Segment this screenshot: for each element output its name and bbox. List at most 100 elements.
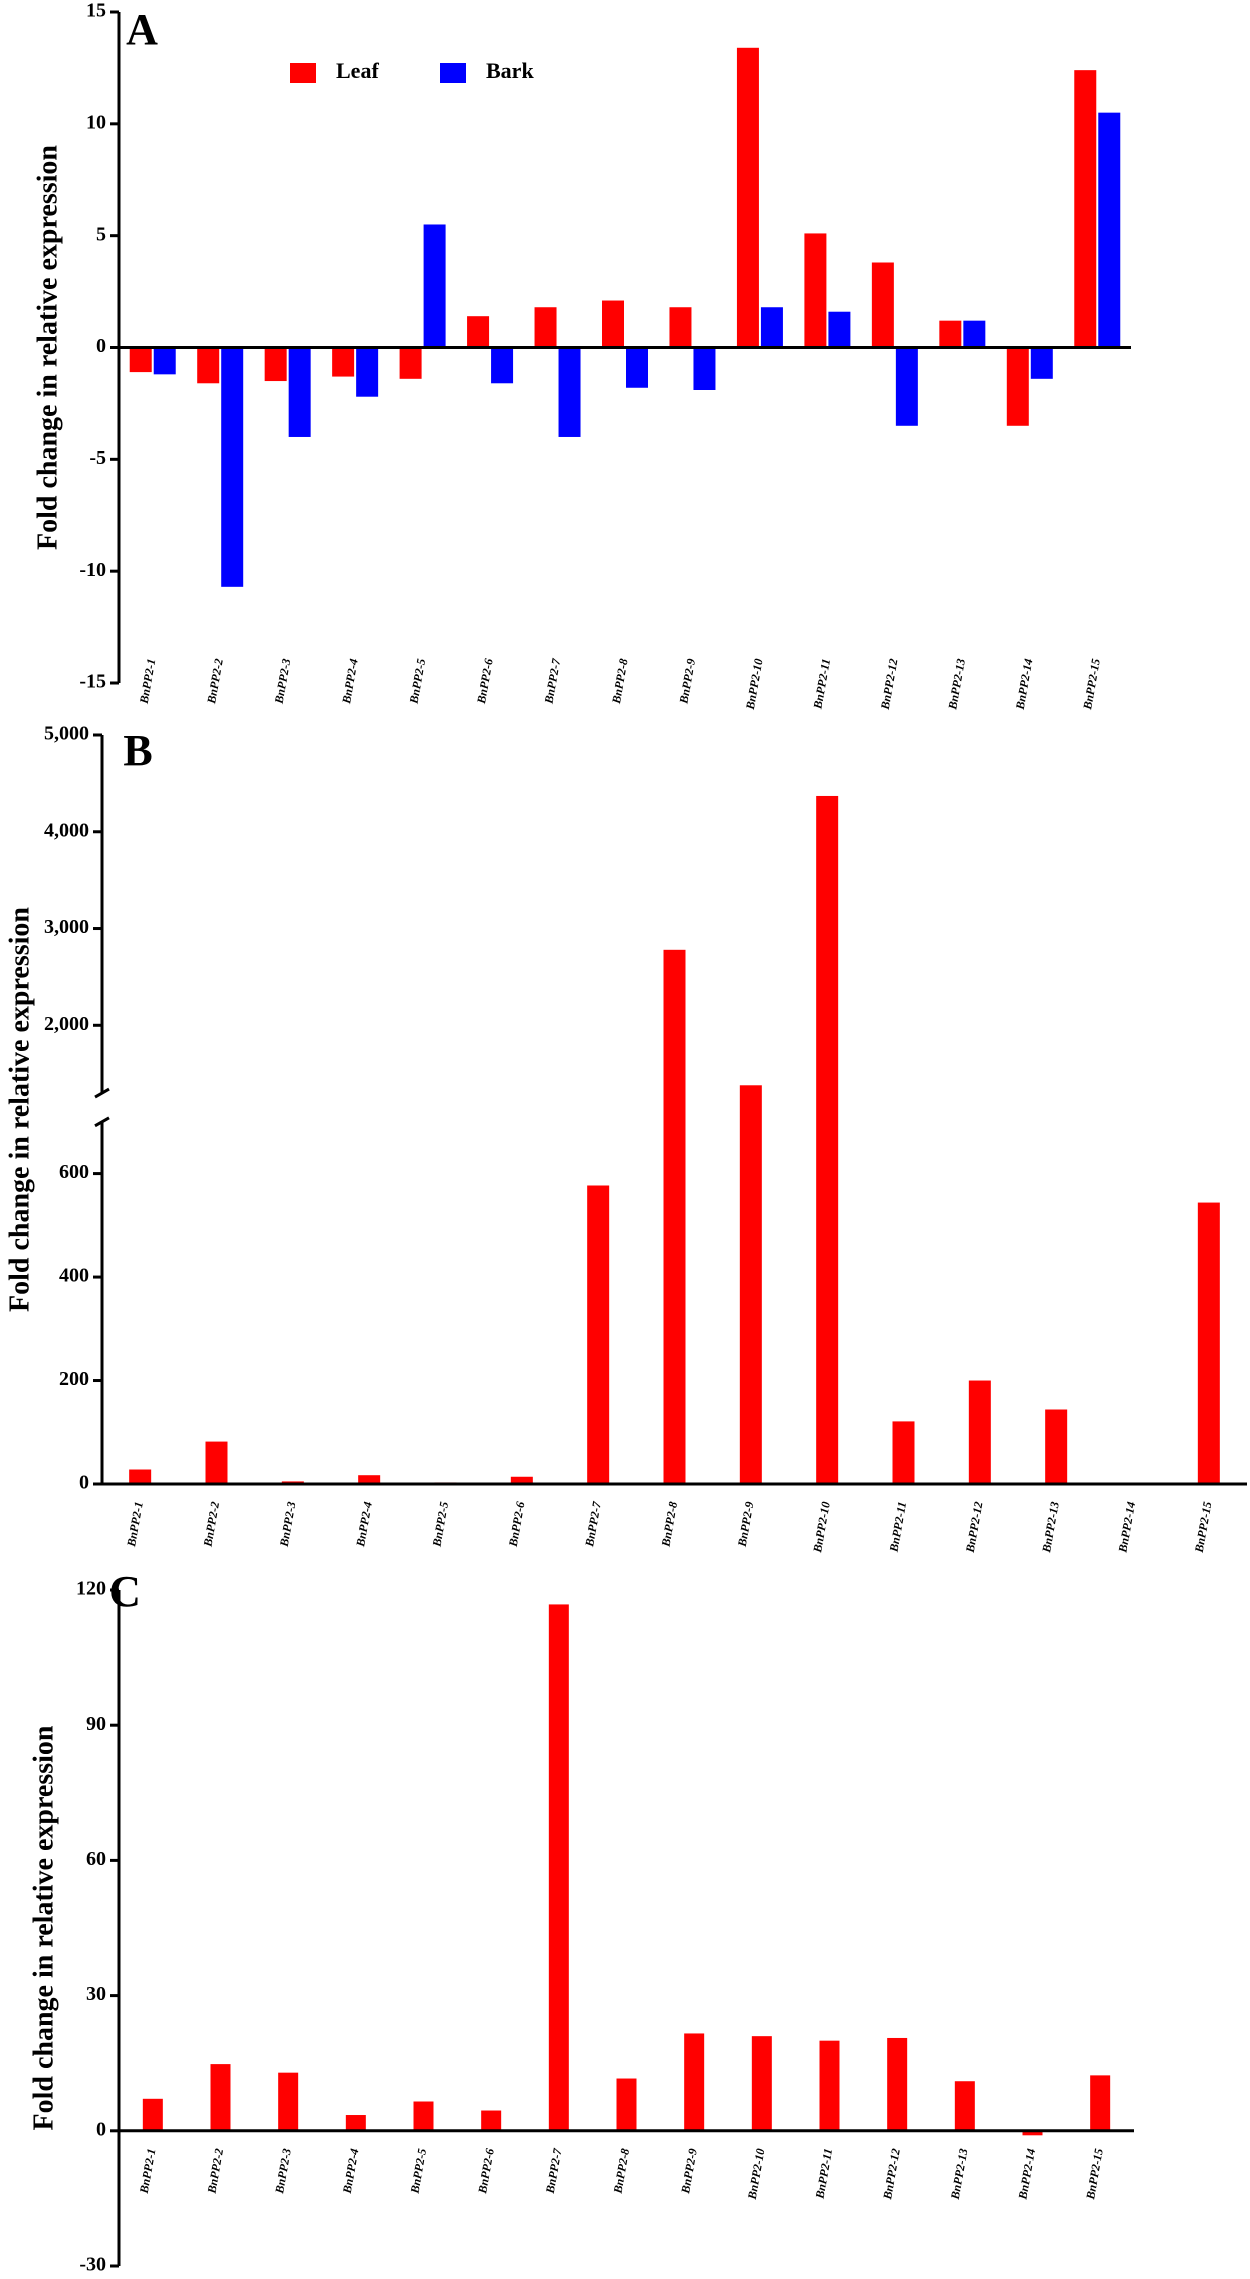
x-tick-label: BnPP2-1: [137, 2147, 159, 2195]
bar: [205, 1441, 228, 1484]
y-tick-label: 10: [86, 111, 106, 133]
x-tick-label: BnPP2-4: [339, 658, 361, 706]
axis-break: [94, 1087, 110, 1099]
legend-swatch: [440, 63, 466, 83]
panel-label: C: [109, 1567, 141, 1616]
bar: [1074, 70, 1097, 348]
x-tick-label: BnPP2-5: [406, 658, 428, 706]
bar: [816, 795, 839, 1484]
y-tick-label: 60: [86, 1848, 106, 1870]
y-tick-label: -10: [79, 559, 106, 581]
x-tick-label: BnPP2-15: [1080, 658, 1103, 712]
bar: [264, 347, 287, 382]
bar: [534, 307, 557, 348]
x-tick-label: BnPP2-3: [272, 2147, 294, 2195]
x-tick-label: BnPP2-2: [204, 2147, 226, 2195]
bar: [804, 233, 827, 348]
x-tick-label: BnPP2-6: [475, 2147, 497, 2195]
x-tick-label: BnPP2-8: [658, 1501, 680, 1549]
bar: [1197, 1202, 1220, 1484]
y-tick-label: -30: [79, 2254, 106, 2276]
x-tick-label: BnPP2-13: [1039, 1501, 1062, 1555]
bar: [197, 347, 220, 384]
bar: [626, 347, 648, 388]
bar: [332, 347, 355, 377]
bar: [153, 347, 176, 375]
bar: [828, 311, 851, 348]
x-tick-label: BnPP2-11: [812, 2147, 835, 2200]
legend-label: Leaf: [336, 58, 379, 83]
x-tick-label: BnPP2-12: [878, 658, 901, 712]
bar: [288, 347, 311, 437]
x-tick-label: BnPP2-4: [353, 1501, 375, 1549]
x-tick-label: BnPP2-9: [735, 1501, 757, 1549]
x-tick-label: BnPP2-13: [945, 658, 968, 712]
bar: [1090, 2075, 1111, 2131]
bar: [481, 2110, 502, 2131]
bar: [278, 2072, 299, 2131]
bar: [413, 2101, 434, 2131]
x-tick-label: BnPP2-12: [880, 2147, 903, 2201]
x-tick-label: BnPP2-11: [810, 658, 833, 711]
y-tick-label: -5: [89, 447, 106, 469]
bar: [345, 2115, 366, 2131]
bar: [491, 347, 514, 384]
bar: [129, 347, 152, 373]
x-tick-label: BnPP2-10: [743, 658, 766, 712]
panel-label: B: [123, 726, 152, 775]
x-tick-label: BnPP2-9: [676, 658, 698, 706]
y-axis-label: Fold change in relative expression: [28, 1725, 59, 2130]
bar: [939, 320, 962, 348]
x-tick-label: BnPP2-14: [1115, 1501, 1138, 1555]
x-tick-label: BnPP2-5: [407, 2147, 429, 2195]
y-tick-label: 15: [86, 0, 106, 22]
bar: [423, 224, 446, 348]
x-tick-label: BnPP2-7: [541, 657, 563, 706]
bar: [819, 2040, 840, 2131]
bar: [129, 1469, 152, 1484]
bar: [510, 1476, 533, 1484]
bar: [895, 347, 918, 426]
x-tick-label: BnPP2-5: [429, 1501, 451, 1549]
bar: [356, 347, 379, 397]
x-tick-label: BnPP2-13: [948, 2147, 971, 2201]
bar: [669, 307, 692, 348]
bar: [887, 2037, 908, 2131]
bar: [1098, 112, 1121, 348]
bar: [221, 347, 244, 587]
panel-label: A: [126, 5, 158, 54]
bar: [663, 949, 686, 1484]
bar: [963, 320, 986, 348]
x-tick-label: BnPP2-14: [1015, 2147, 1038, 2201]
x-tick-label: BnPP2-7: [543, 2146, 565, 2195]
x-tick-label: BnPP2-3: [277, 1501, 299, 1549]
bar: [602, 300, 624, 348]
legend-swatch: [290, 63, 316, 83]
x-tick-label: BnPP2-2: [200, 1501, 222, 1549]
bar: [954, 2081, 975, 2131]
y-tick-label: 0: [79, 1472, 89, 1494]
x-tick-label: BnPP2-9: [678, 2147, 700, 2195]
y-tick-label: 200: [59, 1368, 89, 1390]
y-tick-label: 2,000: [44, 1013, 89, 1035]
x-tick-label: BnPP2-10: [745, 2147, 768, 2201]
x-tick-label: BnPP2-1: [124, 1501, 146, 1549]
x-tick-label: BnPP2-2: [204, 658, 226, 706]
y-tick-label: 5: [96, 223, 106, 245]
bar: [558, 347, 581, 437]
bar: [467, 316, 490, 348]
y-tick-label: -15: [79, 671, 106, 693]
y-tick-label: 4,000: [44, 819, 89, 841]
bar: [760, 307, 783, 348]
x-tick-label: BnPP2-7: [582, 1500, 604, 1549]
bar: [587, 1185, 610, 1484]
x-tick-label: BnPP2-14: [1013, 658, 1036, 712]
x-tick-label: BnPP2-15: [1192, 1501, 1215, 1555]
x-tick-label: BnPP2-12: [963, 1501, 986, 1555]
bar: [892, 1421, 915, 1484]
x-tick-label: BnPP2-3: [271, 658, 293, 706]
y-tick-label: 30: [86, 1983, 106, 2005]
bar: [1030, 347, 1053, 379]
y-tick-label: 5,000: [44, 723, 89, 745]
